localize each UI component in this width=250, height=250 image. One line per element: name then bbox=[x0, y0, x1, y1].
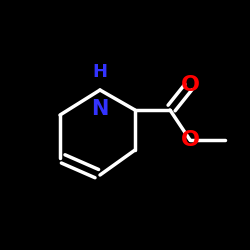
Text: N: N bbox=[91, 99, 109, 119]
Text: O: O bbox=[180, 75, 200, 95]
Text: O: O bbox=[180, 130, 200, 150]
Text: H: H bbox=[92, 63, 108, 81]
